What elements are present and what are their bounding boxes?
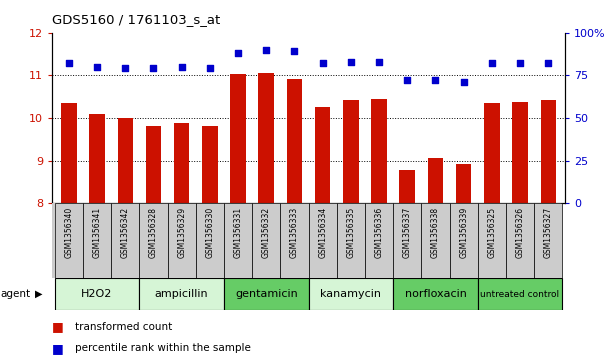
Text: agent: agent xyxy=(1,289,31,299)
Bar xyxy=(167,203,196,278)
Bar xyxy=(422,203,450,278)
Bar xyxy=(428,159,443,203)
Point xyxy=(374,59,384,65)
Bar xyxy=(61,103,76,203)
Bar xyxy=(484,103,500,203)
Bar xyxy=(400,170,415,203)
Bar xyxy=(174,123,189,203)
Bar xyxy=(224,203,252,278)
Text: ■: ■ xyxy=(52,320,64,333)
Bar xyxy=(315,107,331,203)
Bar xyxy=(365,203,393,278)
Point xyxy=(120,66,130,72)
Text: GSM1356336: GSM1356336 xyxy=(375,207,384,258)
Bar xyxy=(55,203,83,278)
Bar xyxy=(309,278,393,310)
Text: ampicillin: ampicillin xyxy=(155,289,208,299)
Text: GSM1356327: GSM1356327 xyxy=(544,207,553,258)
Bar xyxy=(343,100,359,203)
Bar xyxy=(139,203,167,278)
Point xyxy=(177,64,186,70)
Text: ▶: ▶ xyxy=(35,289,42,299)
Text: kanamycin: kanamycin xyxy=(320,289,381,299)
Text: GSM1356331: GSM1356331 xyxy=(233,207,243,258)
Text: gentamicin: gentamicin xyxy=(235,289,298,299)
Bar xyxy=(280,203,309,278)
Point xyxy=(543,61,553,66)
Point xyxy=(205,66,214,72)
Text: GSM1356341: GSM1356341 xyxy=(92,207,101,258)
Bar xyxy=(287,79,302,203)
Text: ■: ■ xyxy=(52,342,64,355)
Bar xyxy=(145,126,161,203)
Bar xyxy=(139,278,224,310)
Bar xyxy=(478,278,562,310)
Text: GSM1356326: GSM1356326 xyxy=(516,207,525,258)
Text: GDS5160 / 1761103_s_at: GDS5160 / 1761103_s_at xyxy=(52,13,220,26)
Point xyxy=(459,79,469,85)
Bar xyxy=(196,203,224,278)
Text: percentile rank within the sample: percentile rank within the sample xyxy=(75,343,251,354)
Text: GSM1356339: GSM1356339 xyxy=(459,207,468,258)
Bar xyxy=(506,203,534,278)
Bar xyxy=(534,203,562,278)
Bar xyxy=(83,203,111,278)
Text: GSM1356332: GSM1356332 xyxy=(262,207,271,258)
Text: untreated control: untreated control xyxy=(480,290,560,298)
Point xyxy=(64,61,74,66)
Text: GSM1356334: GSM1356334 xyxy=(318,207,327,258)
Text: GSM1356338: GSM1356338 xyxy=(431,207,440,258)
Text: GSM1356342: GSM1356342 xyxy=(121,207,130,258)
Point xyxy=(233,50,243,56)
Bar xyxy=(456,164,472,203)
Text: GSM1356330: GSM1356330 xyxy=(205,207,214,258)
Text: GSM1356329: GSM1356329 xyxy=(177,207,186,258)
Bar xyxy=(224,278,309,310)
Text: norfloxacin: norfloxacin xyxy=(404,289,466,299)
Bar xyxy=(371,99,387,203)
Text: GSM1356325: GSM1356325 xyxy=(488,207,496,258)
Point xyxy=(487,61,497,66)
Point xyxy=(148,66,158,72)
Text: GSM1356328: GSM1356328 xyxy=(149,207,158,258)
Bar xyxy=(393,278,478,310)
Bar xyxy=(541,100,556,203)
Bar xyxy=(55,278,139,310)
Point xyxy=(92,64,102,70)
Text: GSM1356335: GSM1356335 xyxy=(346,207,356,258)
Point xyxy=(346,59,356,65)
Bar xyxy=(450,203,478,278)
Bar xyxy=(111,203,139,278)
Text: GSM1356340: GSM1356340 xyxy=(64,207,73,258)
Bar xyxy=(230,74,246,203)
Bar xyxy=(512,102,528,203)
Bar xyxy=(393,203,422,278)
Bar xyxy=(202,126,218,203)
Text: transformed count: transformed count xyxy=(75,322,172,332)
Bar xyxy=(309,203,337,278)
Text: GSM1356333: GSM1356333 xyxy=(290,207,299,258)
Point xyxy=(290,49,299,54)
Text: GSM1356337: GSM1356337 xyxy=(403,207,412,258)
Bar xyxy=(478,203,506,278)
Bar xyxy=(337,203,365,278)
Point xyxy=(318,61,327,66)
Point xyxy=(262,47,271,53)
Point xyxy=(515,61,525,66)
Bar xyxy=(89,114,105,203)
Bar xyxy=(258,73,274,203)
Text: H2O2: H2O2 xyxy=(81,289,113,299)
Point xyxy=(403,78,412,83)
Point xyxy=(431,78,441,83)
Bar xyxy=(117,118,133,203)
Bar xyxy=(252,203,280,278)
